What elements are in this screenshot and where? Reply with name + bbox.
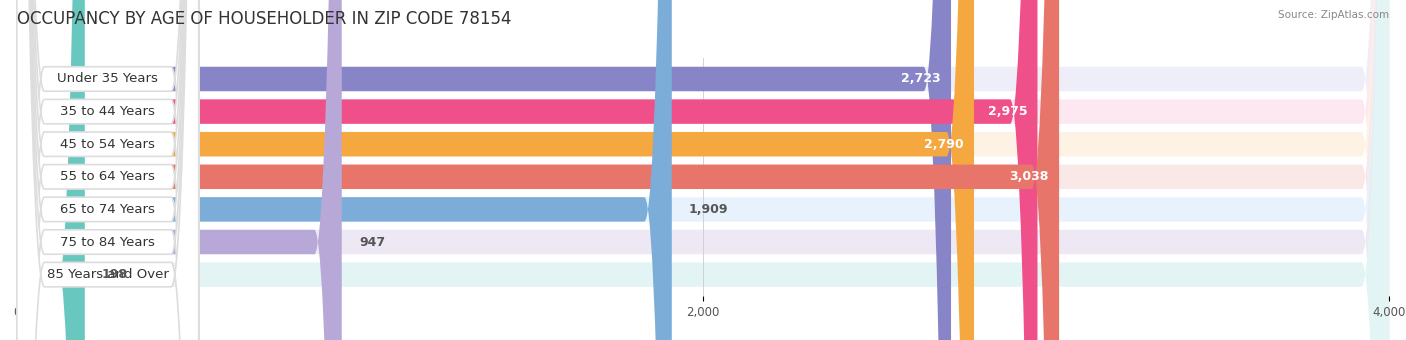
Text: 85 Years and Over: 85 Years and Over: [46, 268, 169, 281]
Text: 3,038: 3,038: [1010, 170, 1049, 183]
Text: 2,790: 2,790: [924, 138, 963, 151]
Text: Source: ZipAtlas.com: Source: ZipAtlas.com: [1278, 10, 1389, 20]
FancyBboxPatch shape: [17, 0, 1389, 340]
FancyBboxPatch shape: [17, 0, 198, 340]
FancyBboxPatch shape: [17, 0, 198, 340]
Text: 198: 198: [103, 268, 128, 281]
Text: 947: 947: [359, 236, 385, 249]
FancyBboxPatch shape: [17, 0, 198, 340]
Text: 75 to 84 Years: 75 to 84 Years: [60, 236, 155, 249]
FancyBboxPatch shape: [17, 0, 1389, 340]
Text: OCCUPANCY BY AGE OF HOUSEHOLDER IN ZIP CODE 78154: OCCUPANCY BY AGE OF HOUSEHOLDER IN ZIP C…: [17, 10, 512, 28]
Text: 2,723: 2,723: [901, 72, 941, 85]
Text: 65 to 74 Years: 65 to 74 Years: [60, 203, 155, 216]
FancyBboxPatch shape: [17, 0, 1038, 340]
FancyBboxPatch shape: [17, 0, 84, 340]
Text: 1,909: 1,909: [689, 203, 728, 216]
FancyBboxPatch shape: [17, 0, 1389, 340]
FancyBboxPatch shape: [17, 0, 1389, 340]
FancyBboxPatch shape: [17, 0, 198, 340]
Text: 35 to 44 Years: 35 to 44 Years: [60, 105, 155, 118]
FancyBboxPatch shape: [17, 0, 198, 340]
FancyBboxPatch shape: [17, 0, 198, 340]
FancyBboxPatch shape: [17, 0, 1389, 340]
FancyBboxPatch shape: [17, 0, 198, 340]
FancyBboxPatch shape: [17, 0, 950, 340]
Text: 45 to 54 Years: 45 to 54 Years: [60, 138, 155, 151]
FancyBboxPatch shape: [17, 0, 1059, 340]
Text: Under 35 Years: Under 35 Years: [58, 72, 159, 85]
FancyBboxPatch shape: [17, 0, 974, 340]
FancyBboxPatch shape: [17, 0, 342, 340]
Text: 2,975: 2,975: [987, 105, 1028, 118]
FancyBboxPatch shape: [17, 0, 672, 340]
FancyBboxPatch shape: [17, 0, 1389, 340]
Text: 55 to 64 Years: 55 to 64 Years: [60, 170, 155, 183]
FancyBboxPatch shape: [17, 0, 1389, 340]
